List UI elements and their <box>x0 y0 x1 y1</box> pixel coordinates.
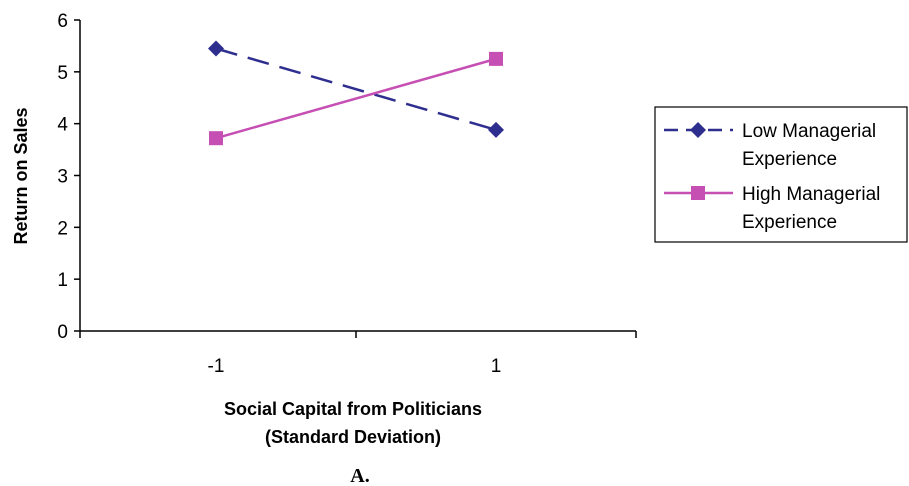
y-tick-label: 6 <box>57 11 68 32</box>
legend-item-low-managerial-experience: Low Managerial Experience <box>664 121 876 170</box>
y-tick-label: 5 <box>57 63 68 84</box>
x-axis-title-line-1: Social Capital from Politicians <box>224 399 482 419</box>
x-ticks: -1 1 <box>79 331 637 377</box>
y-tick-label: 3 <box>57 167 68 188</box>
series-layer <box>208 40 504 146</box>
legend-swatch-marker <box>690 122 706 138</box>
y-tick-label: 1 <box>57 270 68 291</box>
series-line <box>215 47 497 132</box>
y-ticks: 0 1 2 3 4 5 6 <box>57 11 80 343</box>
legend-item-high-managerial-experience: High Managerial Experience <box>664 184 880 233</box>
y-tick-label: 4 <box>57 115 68 136</box>
legend-swatch-marker <box>691 186 705 200</box>
x-tick-label: -1 <box>208 356 225 377</box>
legend-label: Experience <box>742 212 837 233</box>
data-point-marker <box>209 131 223 146</box>
x-tick-label: 1 <box>491 356 502 377</box>
legend-label: Experience <box>742 149 837 170</box>
legend-items: Low Managerial Experience High Managerial E… <box>664 121 880 233</box>
data-point-marker <box>208 40 224 57</box>
y-tick-label: 0 <box>57 322 68 343</box>
x-axis-title-line-2: (Standard Deviation) <box>265 427 441 447</box>
x-axis: -1 1 <box>79 330 637 377</box>
series-line <box>215 57 497 140</box>
panel-label: A. <box>350 465 369 486</box>
series-low-managerial-experience <box>208 40 504 138</box>
legend-label: Low Managerial <box>742 121 876 142</box>
data-point-marker <box>489 51 503 66</box>
y-axis-title: Return on Sales <box>11 107 31 244</box>
y-tick-label: 2 <box>57 218 68 239</box>
data-point-marker <box>488 121 504 138</box>
series-high-managerial-experience <box>209 51 503 146</box>
legend: Low Managerial Experience High Managerial E… <box>654 106 908 243</box>
legend-label: High Managerial <box>742 184 880 205</box>
y-axis: 0 1 2 3 4 5 6 <box>57 11 81 343</box>
